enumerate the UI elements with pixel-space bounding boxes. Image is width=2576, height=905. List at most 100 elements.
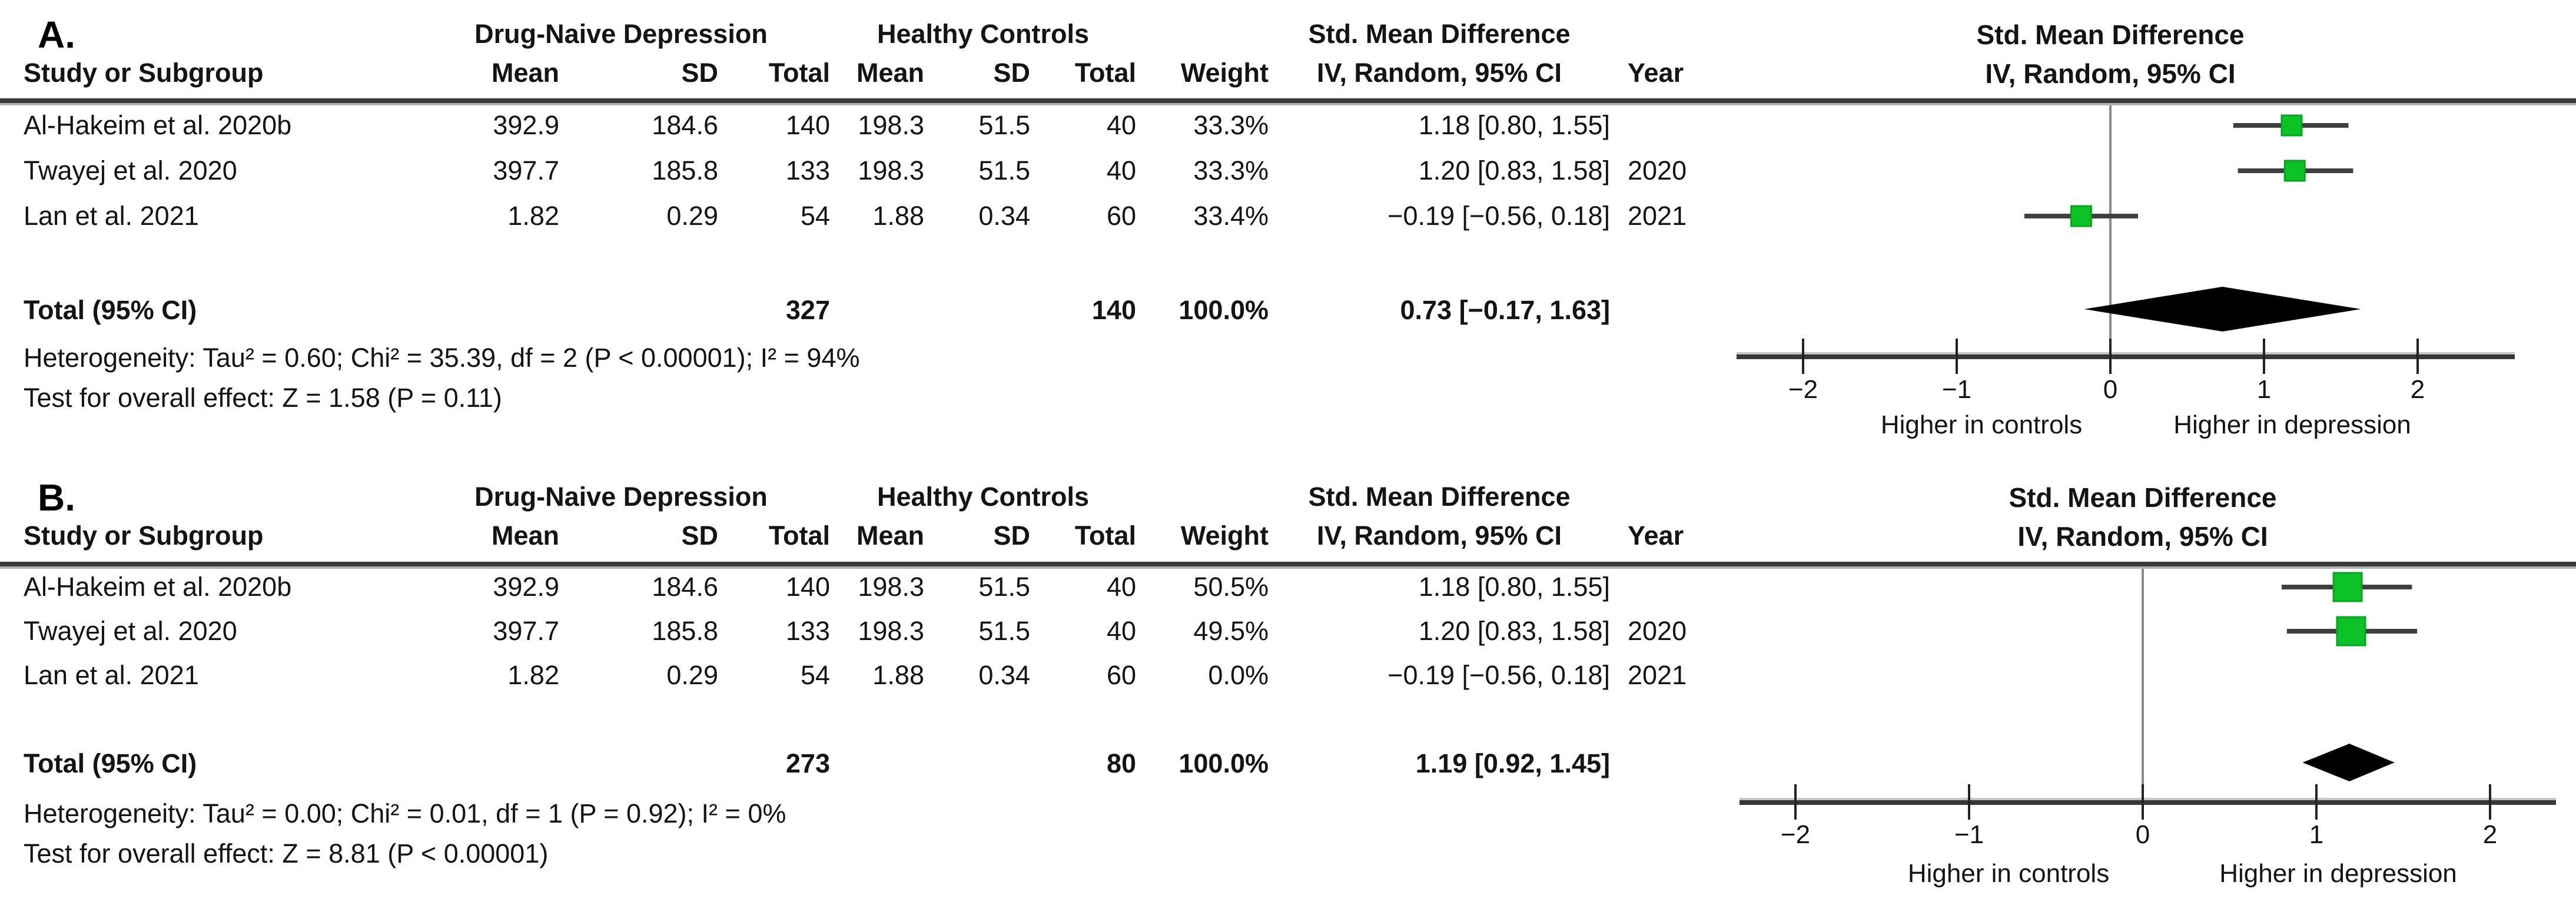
panel-label-a: A.	[38, 14, 75, 56]
exp-sd: 184.6	[652, 110, 718, 140]
forest-plot-a: Std. Mean Difference IV, Random, 95% CI −2…	[1737, 19, 2515, 439]
total-weight: 100.0%	[1179, 295, 1269, 325]
col-exp-sd: SD	[681, 521, 718, 551]
plot-subtitle: IV, Random, 95% CI	[1985, 58, 2235, 89]
col-exp-total: Total	[768, 521, 830, 551]
study-weight: 33.4%	[1193, 201, 1269, 231]
ctrl-mean: 198.3	[858, 616, 924, 646]
exp-mean: 392.9	[493, 110, 559, 140]
ctrl-sd: 0.34	[978, 201, 1030, 231]
ctrl-sd: 51.5	[978, 155, 1030, 185]
exp-total: 133	[785, 155, 830, 185]
column-header-row: Study or Subgroup Mean SD Total Mean SD Total W…	[0, 51, 1710, 95]
axis-right-label: Higher in depression	[2219, 859, 2457, 888]
ctrl-total: 60	[1106, 660, 1136, 690]
exp-mean: 397.7	[493, 616, 559, 646]
study-name: Twayej et al. 2020	[24, 155, 237, 185]
col-ctrl-mean: Mean	[856, 58, 924, 88]
total-smd-ci: 0.73 [−0.17, 1.63]	[1400, 295, 1610, 325]
study-name: Al-Hakeim et al. 2020b	[24, 110, 292, 140]
zero-line	[2109, 105, 2112, 356]
study-weight: 0.0%	[1208, 660, 1269, 690]
study-row: Al-Hakeim et al. 2020b 392.9 184.6 140 198.3…	[0, 103, 1710, 148]
exp-mean: 1.82	[507, 201, 559, 231]
ctrl-total: 40	[1106, 155, 1136, 185]
study-year: 2021	[1628, 201, 1687, 231]
study-year: 2020	[1628, 616, 1687, 646]
col-exp-total: Total	[768, 58, 830, 88]
axis-tick	[2489, 784, 2491, 820]
axis-highlight	[1740, 798, 2556, 800]
pooled-diamond	[2302, 744, 2395, 781]
ctrl-mean: 1.88	[872, 201, 924, 231]
study-smd-ci: 1.20 [0.83, 1.58]	[1418, 155, 1610, 185]
axis-tick-label: 1	[2257, 375, 2271, 404]
axis-tick	[2416, 339, 2419, 374]
ctrl-mean: 198.3	[858, 110, 924, 140]
study-weight: 50.5%	[1193, 572, 1269, 602]
study-weight: 49.5%	[1193, 616, 1269, 646]
ctrl-mean: 1.88	[872, 660, 924, 690]
exp-mean: 1.82	[507, 660, 559, 690]
axis-tick-label: 1	[2309, 820, 2323, 849]
group-header-effect: Std. Mean Difference	[1308, 19, 1571, 49]
axis-tick	[2109, 339, 2112, 374]
col-ctrl-mean: Mean	[856, 521, 924, 551]
study-year: 2020	[1628, 155, 1687, 185]
column-header-row: Study or Subgroup Mean SD Total Mean SD Total W…	[0, 513, 1710, 558]
col-exp-mean: Mean	[491, 58, 559, 88]
study-name: Twayej et al. 2020	[24, 616, 237, 646]
study-marker	[2070, 205, 2092, 227]
col-effect-ci: IV, Random, 95% CI	[1317, 521, 1562, 551]
ctrl-total: 40	[1106, 616, 1136, 646]
exp-sd: 184.6	[652, 572, 718, 602]
group-header-row: Drug-Naive Depression Healthy Controls Std…	[0, 475, 1710, 519]
axis-tick-label: 0	[2103, 375, 2117, 404]
col-ctrl-total: Total	[1074, 58, 1136, 88]
exp-total: 140	[785, 110, 830, 140]
axis-tick-label: −2	[1788, 375, 1818, 404]
exp-total: 140	[785, 572, 830, 602]
col-ctrl-sd: SD	[993, 58, 1030, 88]
exp-sd: 185.8	[652, 616, 718, 646]
plot-subtitle: IV, Random, 95% CI	[2017, 521, 2268, 552]
ctrl-total: 40	[1106, 110, 1136, 140]
total-smd-ci: 1.19 [0.92, 1.45]	[1415, 748, 1610, 778]
total-row: Total (95% CI) 327 140 100.0% 0.73 [−0.17, 1…	[0, 288, 1710, 333]
study-marker	[2332, 572, 2363, 602]
col-study: Study or Subgroup	[24, 521, 264, 551]
panel-a: A. Drug-Naive Depression Healthy Controls S…	[0, 0, 2576, 452]
group-header-effect: Std. Mean Difference	[1308, 482, 1571, 512]
group-header-row: Drug-Naive Depression Healthy Controls Std…	[0, 12, 1710, 57]
pooled-diamond	[2084, 287, 2361, 331]
group-header-experimental: Drug-Naive Depression	[474, 19, 768, 49]
study-marker	[2336, 616, 2366, 647]
axis-tick-label: 2	[2411, 375, 2425, 404]
ctrl-total: 60	[1106, 201, 1136, 231]
exp-sd: 185.8	[652, 155, 718, 185]
total-exp-total: 327	[785, 295, 830, 325]
ctrl-sd: 51.5	[978, 110, 1030, 140]
axis-line	[1737, 354, 2515, 359]
header-rule	[0, 98, 2576, 105]
study-marker	[2280, 114, 2303, 137]
axis-tick-label: 2	[2483, 820, 2497, 849]
header-rule	[0, 562, 2576, 569]
study-weight: 33.3%	[1193, 110, 1269, 140]
total-exp-total: 273	[785, 748, 830, 778]
heterogeneity-text: Heterogeneity: Tau² = 0.00; Chi² = 0.01,…	[24, 798, 786, 828]
study-row: Al-Hakeim et al. 2020b 392.9 184.6 140 198.3…	[0, 565, 1710, 609]
exp-total: 54	[800, 660, 830, 690]
axis-highlight	[1737, 352, 2515, 354]
total-row: Total (95% CI) 273 80 100.0% 1.19 [0.92, 1.4…	[0, 741, 1710, 786]
study-smd-ci: −0.19 [−0.56, 0.18]	[1387, 660, 1610, 690]
col-ctrl-sd: SD	[993, 521, 1030, 551]
axis-tick	[2315, 784, 2318, 820]
study-row: Twayej et al. 2020 397.7 185.8 133 198.3 51.5…	[0, 148, 1710, 193]
study-smd-ci: 1.18 [0.80, 1.55]	[1418, 572, 1610, 602]
ctrl-total: 40	[1106, 572, 1136, 602]
group-header-control: Healthy Controls	[877, 482, 1090, 512]
panel-b: B. Drug-Naive Depression Healthy Controls S…	[0, 453, 2576, 905]
study-name: Al-Hakeim et al. 2020b	[24, 572, 292, 602]
